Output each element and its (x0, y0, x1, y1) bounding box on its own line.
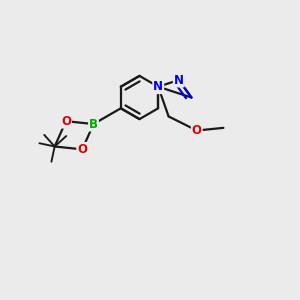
Text: N: N (174, 74, 184, 86)
Text: N: N (153, 80, 163, 93)
Text: B: B (89, 118, 98, 130)
Text: O: O (77, 143, 87, 156)
Text: O: O (61, 115, 71, 128)
Text: O: O (192, 124, 202, 137)
